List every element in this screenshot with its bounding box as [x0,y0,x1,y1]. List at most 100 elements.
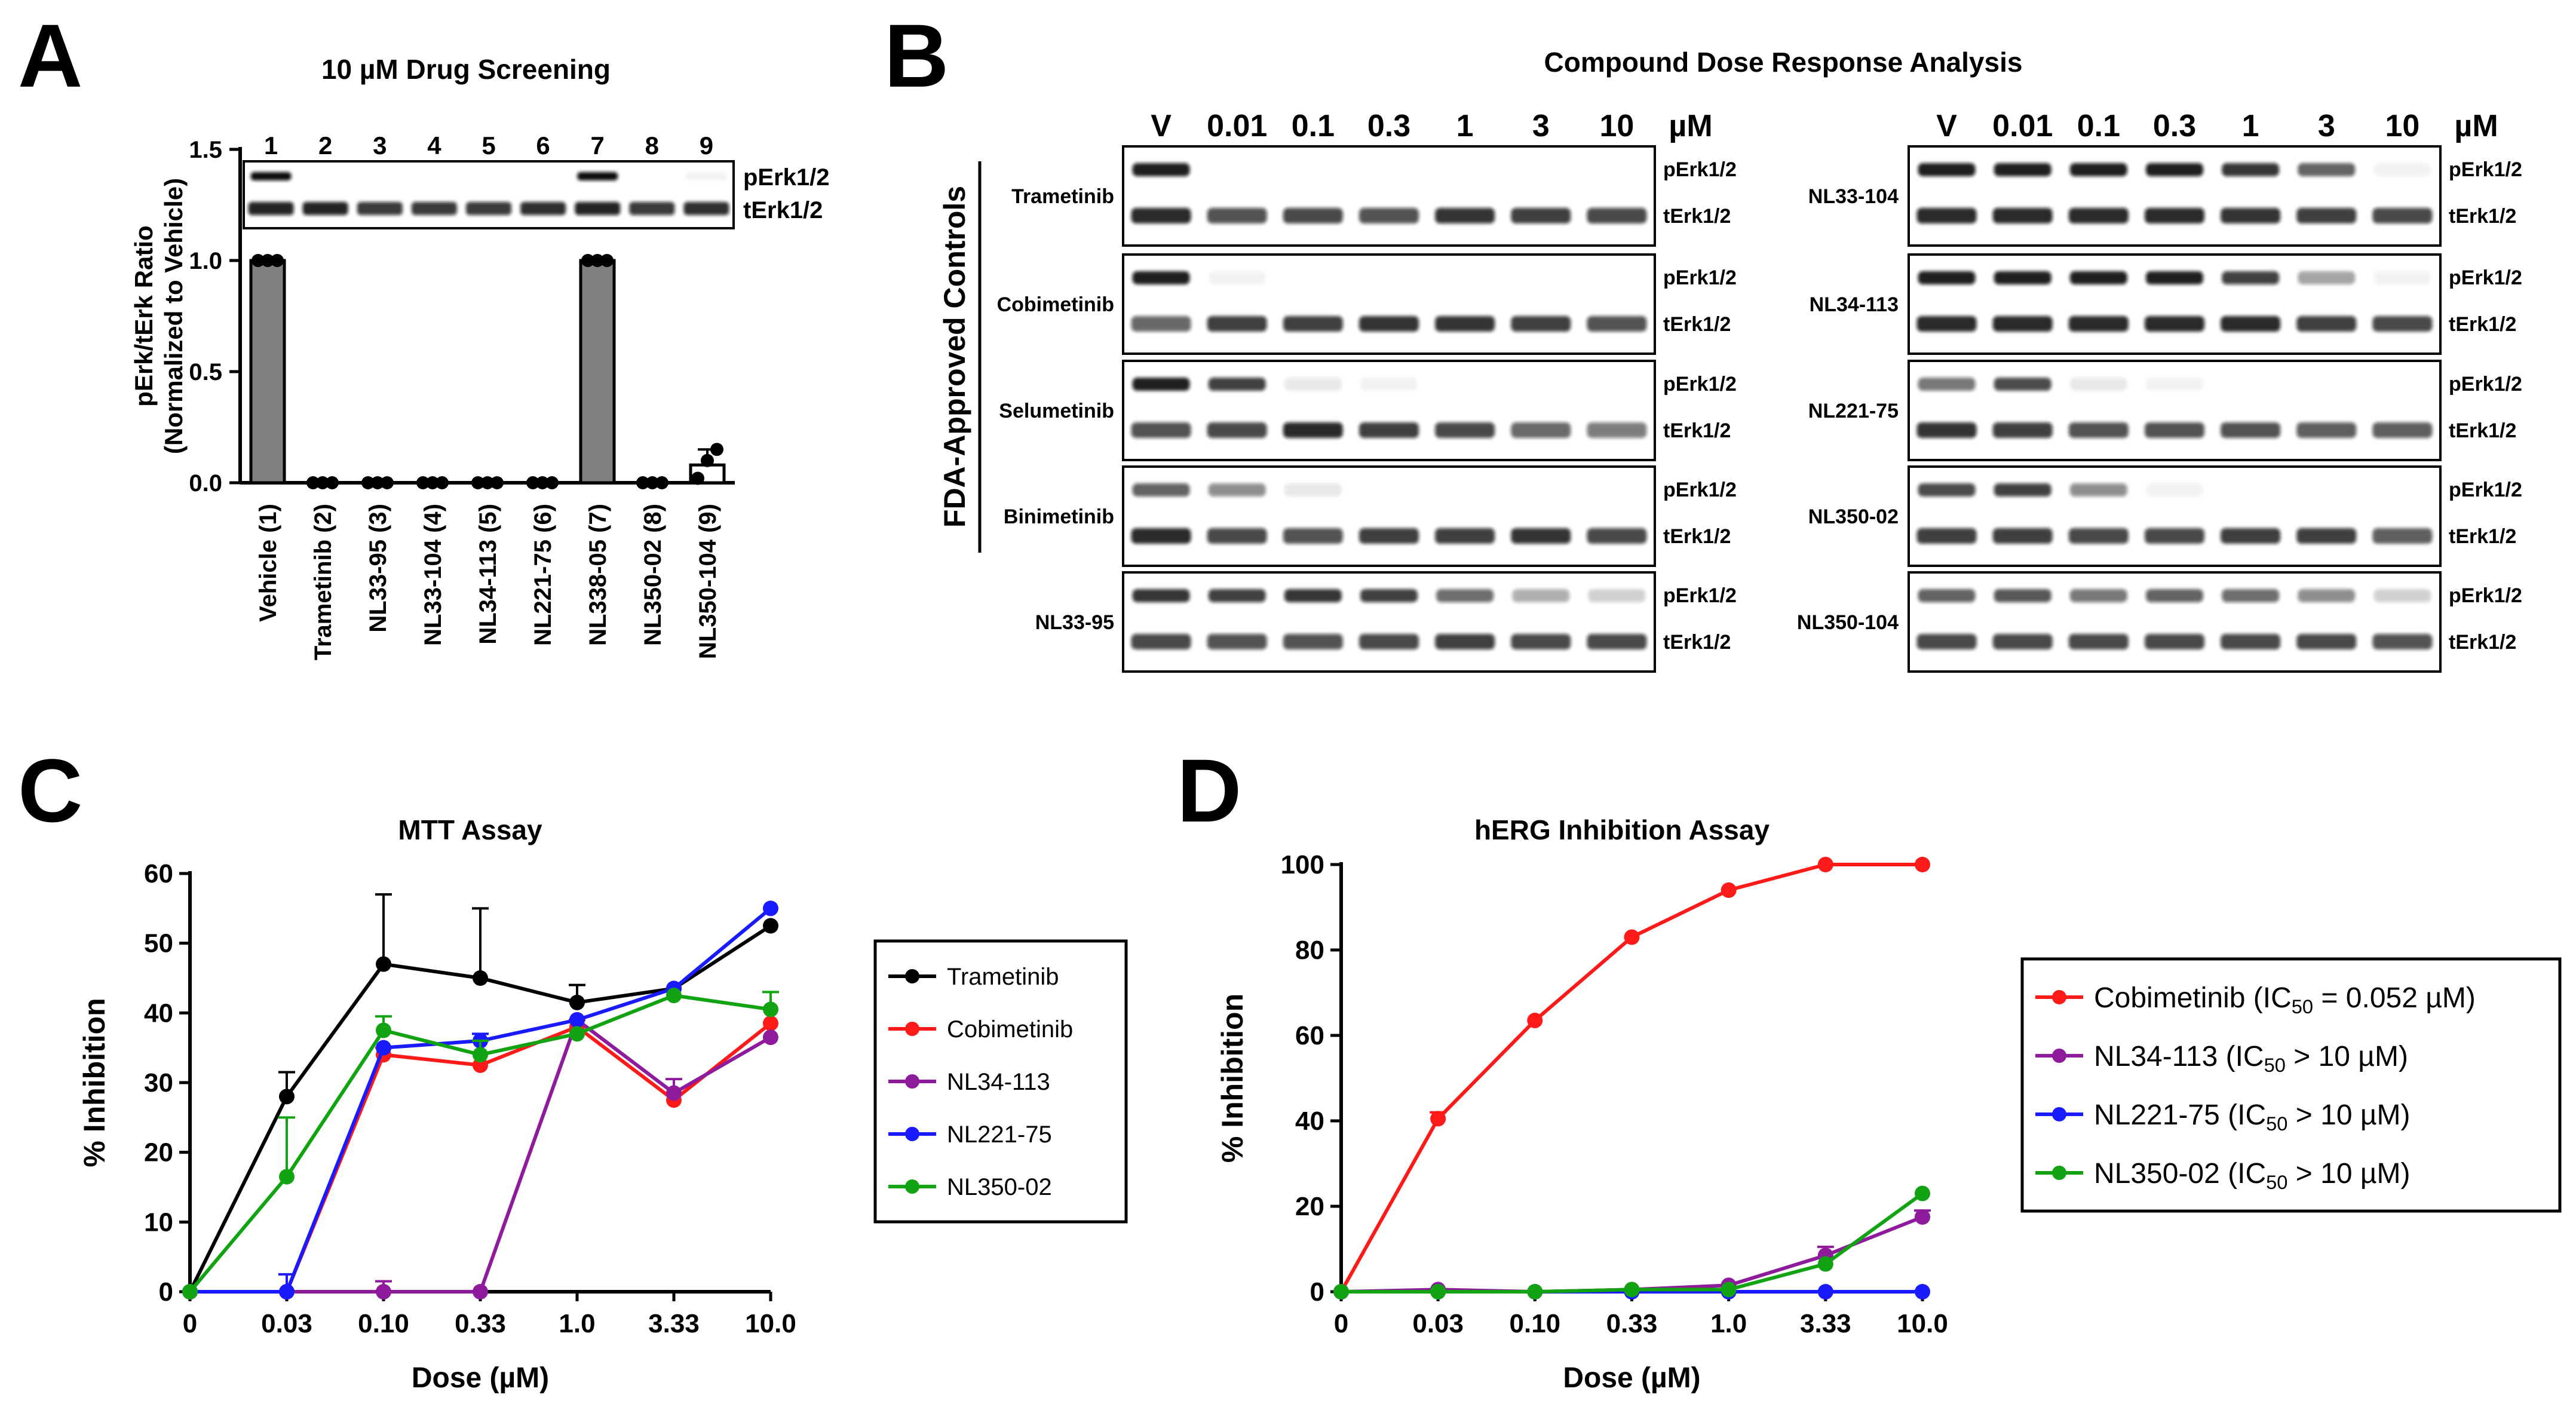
right-band-perk [2146,483,2203,496]
right-dose-label: 0.01 [1992,109,2053,143]
blot-band-terk [248,202,294,215]
x-axis-label: Dose (µM) [1563,1362,1700,1394]
left-band-terk [1131,316,1191,332]
data-point [1915,857,1930,872]
data-point [1527,1284,1543,1299]
left-band-terk [1207,208,1267,223]
right-band-perk [2373,271,2431,284]
data-point [271,254,284,267]
x-tick-label: 10.0 [745,1309,796,1338]
x-tick-label: 1.0 [559,1309,595,1338]
x-tick-label: 0.10 [1510,1309,1561,1338]
data-point [646,476,659,489]
left-dose-label: 1 [1456,109,1474,143]
panel-letter-b: B [884,5,949,106]
right-band-terk [1992,422,2053,438]
right-band-perk [2146,163,2203,176]
data-point [701,453,714,467]
right-band-terk [1916,208,1977,223]
data-point [361,476,375,489]
right-band-terk [1916,422,1977,438]
left-band-perk [1132,163,1190,176]
left-band-terk [1587,316,1647,332]
right-dose-label: V [1936,109,1957,143]
right-row-label: NL350-104 [1797,611,1899,634]
data-point [591,254,604,267]
left-dose-label: V [1151,109,1172,143]
blot-band-terk [466,202,511,215]
left-blot-frame [1122,253,1656,355]
data-point [1333,1284,1349,1299]
y-tick-label: 60 [1295,1021,1324,1050]
left-blot-frame [1122,145,1656,247]
blot-lane-number: 1 [264,131,278,160]
series-line [1339,863,1922,1293]
data-point [490,476,504,489]
right-row-label: NL34-113 [1810,293,1899,316]
y-tick-label: 0.5 [189,359,222,385]
right-band-terk [2372,528,2433,544]
y-axis-label: % Inhibition [1216,994,1249,1163]
right-band-terk [2221,528,2281,544]
data-point [279,1089,295,1105]
left-dose-label: µM [1669,109,1712,143]
data-point [1721,1282,1737,1298]
left-band-terk [1283,208,1343,223]
blot-band-terk [629,202,675,215]
right-dose-label: 0.3 [2153,109,2196,143]
series-line [1341,1215,1924,1294]
blot-frame [243,160,735,229]
y-tick-label: 20 [144,1138,173,1167]
data-point [1624,929,1640,945]
data-point [636,476,649,489]
left-band-terk [1587,528,1647,544]
legend-entry: NL350-02 [947,1174,1052,1200]
blot-band-perk [250,172,292,180]
right-band-perk [2069,163,2127,176]
left-label-perk: pErk1/2 [1663,584,1737,607]
right-band-terk [2372,208,2433,223]
x-tick-label: 0 [1334,1309,1348,1338]
right-band-perk [2298,163,2356,176]
right-label-terk: tErk1/2 [2449,205,2516,228]
left-row-label: Trametinib [1011,185,1114,208]
left-band-terk [1511,316,1571,332]
data-point [581,254,594,267]
right-band-perk [1918,483,1976,496]
data-point [569,994,585,1010]
y-tick-label: 0.0 [189,470,222,496]
data-point [710,443,723,456]
y-tick-label: 50 [144,929,173,958]
left-label-terk: tErk1/2 [1663,313,1731,336]
data-point [691,471,704,485]
left-label-terk: tErk1/2 [1663,631,1731,654]
right-dose-label: 3 [2318,109,2335,143]
right-label-perk: pErk1/2 [2449,479,2522,501]
right-blot-frame [1908,465,2442,567]
x-tick-label: 0.10 [358,1309,409,1338]
y-axis-label: % Inhibition [78,998,111,1167]
left-band-terk [1207,634,1267,649]
left-row-label: Selumetinib [999,400,1114,422]
blot-lane-number: 7 [591,131,605,160]
left-band-terk [1207,422,1267,438]
blot-lane-number: 9 [700,131,713,160]
blot-lane-number: 5 [482,131,495,160]
right-band-terk [2145,634,2204,649]
right-dose-label: µM [2454,109,2498,143]
data-point [1624,1282,1640,1298]
data-point [416,476,430,489]
left-band-terk [1131,208,1191,223]
legend-swatch-dot [905,969,919,983]
right-row-label: NL221-75 [1808,400,1899,422]
right-band-terk [2221,634,2281,649]
data-point [763,1001,778,1017]
y-tick-label: 20 [1295,1192,1324,1221]
right-band-perk [1994,378,2051,391]
right-band-terk [2145,208,2204,223]
right-band-perk [2373,589,2431,602]
left-label-terk: tErk1/2 [1663,205,1731,228]
legend-box [2020,957,2562,1213]
data-point [1817,1284,1833,1299]
data-point [545,476,559,489]
